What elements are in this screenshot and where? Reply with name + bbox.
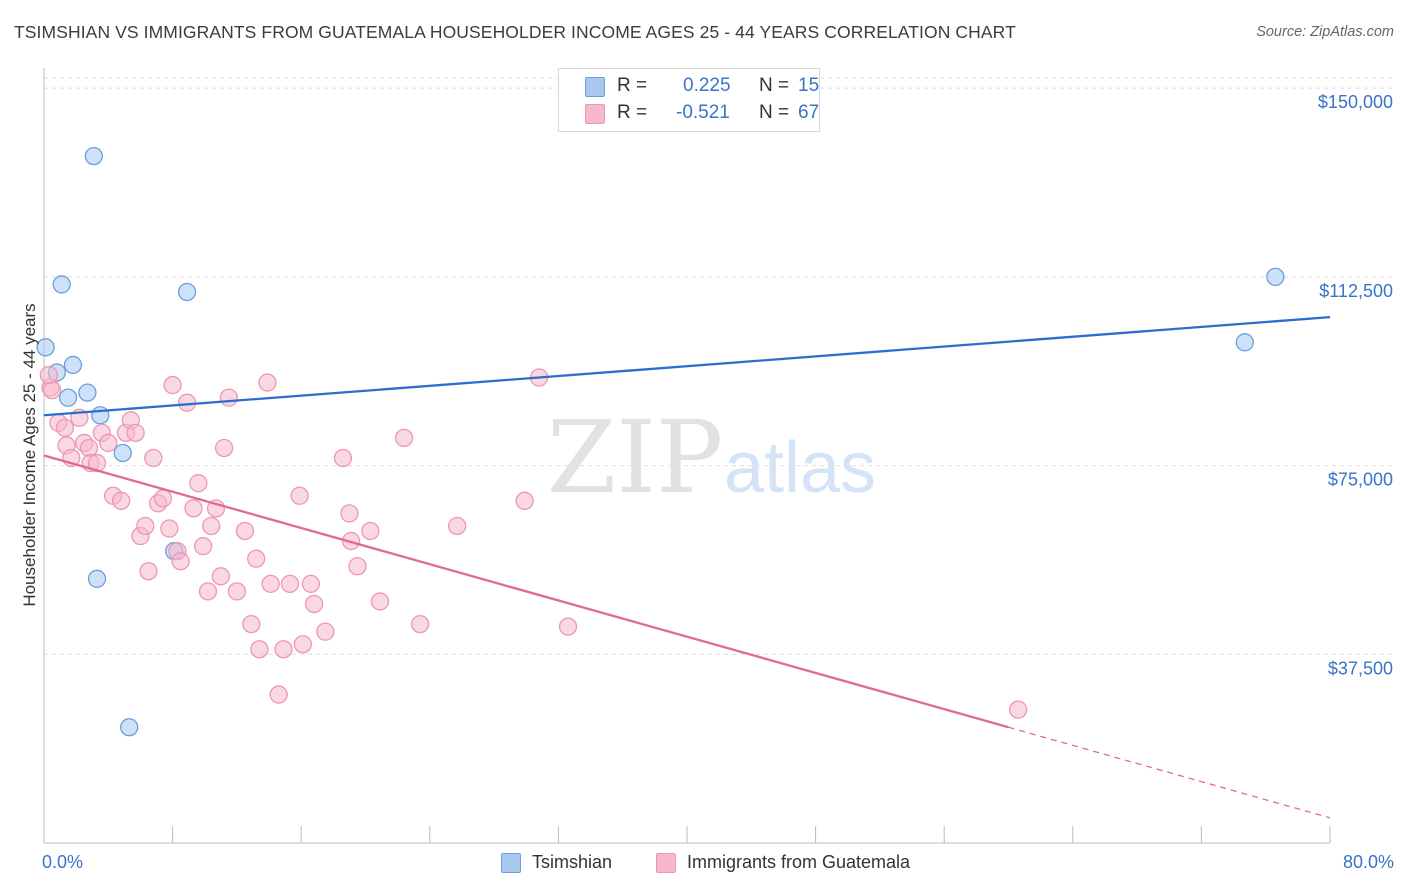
data-point [258, 373, 277, 392]
watermark-atlas: atlas [724, 428, 876, 508]
data-point [280, 574, 300, 593]
data-point [1008, 700, 1028, 719]
legend-r-value: -0.521 [676, 102, 730, 123]
data-point [136, 516, 155, 536]
data-point [269, 685, 288, 704]
data-point [340, 504, 359, 523]
data-point [84, 146, 103, 166]
tick-labels: $37,500 $75,000 $112,500 $150,000 0.0% 80.0% [42, 92, 1394, 872]
series-guatemala [39, 365, 1028, 719]
data-point [1235, 333, 1254, 352]
data-point [79, 438, 99, 458]
data-point [163, 375, 182, 395]
data-point [153, 489, 173, 508]
trend-line-guatemala [43, 454, 1009, 729]
data-point [290, 486, 309, 505]
data-point [36, 338, 55, 357]
data-point [219, 388, 239, 407]
data-point [361, 521, 380, 541]
data-point [558, 617, 578, 636]
data-point [78, 383, 97, 402]
correlation-legend: R = 0.225 N = 15 R = -0.521 N = 67 [558, 68, 820, 132]
data-point [42, 380, 62, 400]
watermark: ZIP atlas [547, 399, 876, 516]
data-point [211, 567, 230, 586]
legend-r-value: 0.225 [683, 75, 731, 96]
axes [43, 68, 1331, 844]
data-point [370, 592, 390, 611]
data-point [301, 574, 320, 593]
data-point [189, 474, 208, 493]
data-point [515, 491, 534, 510]
grid-lines [44, 77, 1396, 655]
data-point [126, 423, 145, 443]
x-tick-label-start: 0.0% [42, 852, 83, 872]
data-point [227, 582, 247, 601]
data-point [58, 388, 78, 407]
legend-r-label: R = [617, 75, 648, 96]
data-point [184, 499, 203, 518]
data-point [55, 418, 75, 437]
data-point [144, 448, 163, 468]
legend-swatch-guatemala [585, 104, 605, 124]
data-point [304, 594, 324, 614]
data-point [171, 552, 190, 571]
data-point [177, 282, 197, 302]
data-point [274, 640, 293, 659]
y-tick-label: $112,500 [1319, 281, 1393, 301]
data-point [411, 614, 430, 634]
data-point [198, 582, 218, 601]
data-point [1266, 267, 1285, 287]
x-tick-label-end: 80.0% [1343, 852, 1394, 872]
trend-line-extension [1008, 726, 1331, 819]
legend-n-value: 67 [798, 102, 820, 123]
legend-swatch-tsimshian [585, 77, 605, 97]
legend-swatch-tsimshian [501, 853, 521, 873]
legend-r-label: R = [617, 102, 648, 123]
data-point [160, 519, 179, 538]
y-tick-label: $75,000 [1328, 470, 1393, 490]
data-point [447, 516, 467, 536]
data-point [333, 448, 353, 468]
data-point [348, 557, 367, 576]
data-point [242, 614, 261, 634]
legend-n-label: N = [759, 75, 790, 96]
data-point [113, 443, 132, 463]
data-point [87, 569, 107, 588]
data-point [112, 491, 131, 510]
data-point [235, 521, 255, 541]
chart-title: TSIMSHIAN VS IMMIGRANTS FROM GUATEMALA H… [14, 22, 1016, 42]
source-label: Source: ZipAtlas.com [1256, 24, 1394, 40]
data-point [193, 536, 213, 556]
data-point [261, 574, 280, 593]
y-tick-label: $37,500 [1328, 658, 1393, 678]
data-point [99, 433, 118, 453]
data-point [293, 635, 312, 654]
series-points [36, 146, 1285, 737]
legend-label-tsimshian: Tsimshian [532, 852, 613, 872]
trend-line-tsimshian [43, 315, 1331, 417]
legend-swatch-guatemala [656, 853, 676, 873]
watermark-zip: ZIP [547, 399, 723, 516]
data-point [394, 428, 414, 448]
data-point [177, 393, 197, 412]
data-point [202, 516, 221, 536]
data-point [63, 355, 83, 375]
y-axis-label: Householder Income Ages 25 - 44 years [20, 303, 39, 606]
legend-label-guatemala: Immigrants from Guatemala [687, 852, 911, 872]
data-point [52, 275, 71, 294]
data-point [120, 718, 139, 737]
y-tick-label: $150,000 [1318, 92, 1393, 112]
data-point [247, 549, 266, 568]
data-point [214, 438, 234, 458]
data-point [39, 365, 58, 385]
legend-n-label: N = [759, 102, 790, 123]
trend-lines [43, 315, 1331, 819]
data-point [91, 406, 110, 425]
data-point [316, 622, 335, 641]
data-point [250, 640, 269, 659]
legend-n-value: 15 [798, 75, 820, 96]
data-point [139, 562, 158, 581]
